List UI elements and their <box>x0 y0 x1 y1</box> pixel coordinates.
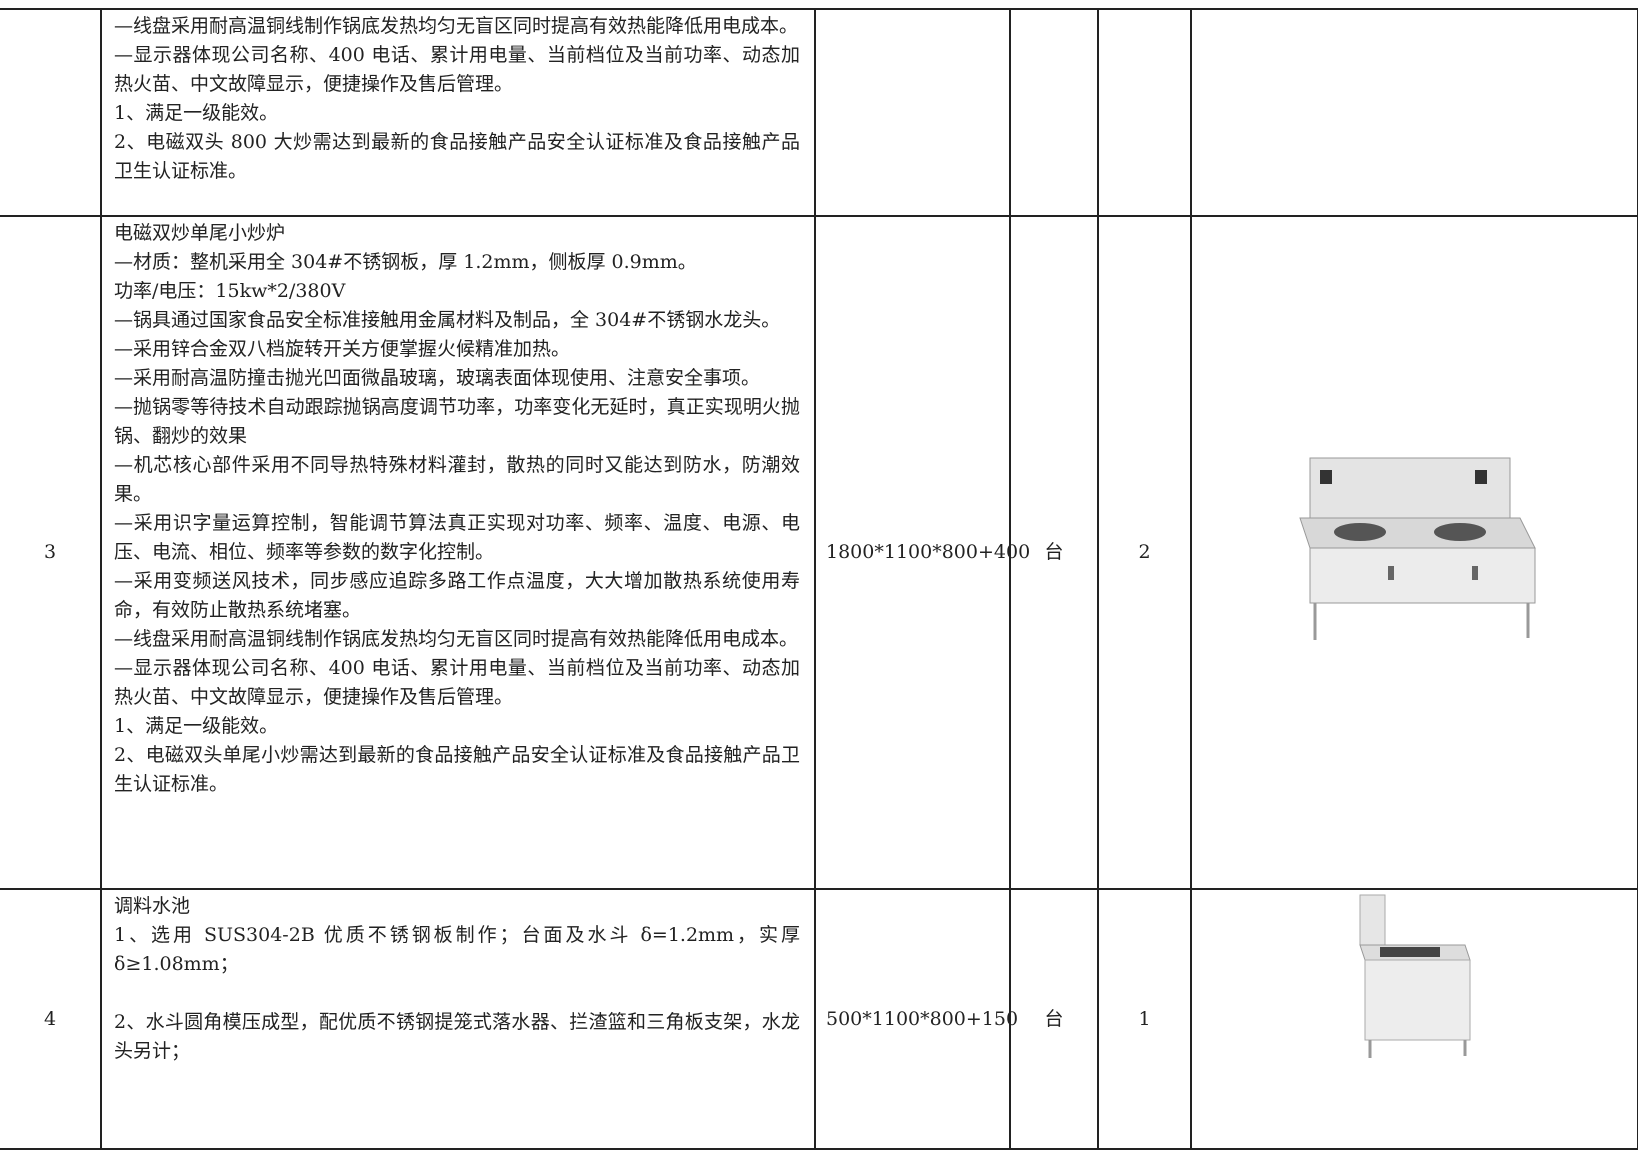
item-number <box>0 8 102 217</box>
description-line: —机芯核心部件采用不同导热特殊材料灌封，散热的同时又能达到防水，防潮效果。 <box>114 454 800 505</box>
description-line: 2、电磁双头 800 大炒需达到最新的食品接触产品安全认证标准及食品接触产品卫生… <box>114 131 800 182</box>
size <box>814 8 1011 217</box>
description-line: 功率/电压：15kw*2/380V <box>114 280 346 302</box>
unit <box>1009 8 1099 217</box>
table-row: 3 电磁双炒单尾小炒炉 —材质：整机采用全 304#不锈钢板，厚 1.2mm，侧板厚… <box>0 215 1638 890</box>
description: 电磁双炒单尾小炒炉 —材质：整机采用全 304#不锈钢板，厚 1.2mm，侧板厚 … <box>100 215 816 890</box>
item-number: 3 <box>0 215 102 890</box>
image-cell <box>1190 8 1638 217</box>
unit: 台 <box>1009 888 1099 1150</box>
description-line: 2、水斗圆角模压成型，配优质不锈钢提笼式落水器、拦渣篮和三角板支架，水龙头另计； <box>114 1011 800 1062</box>
description-line: —采用识字量运算控制，智能调节算法真正实现对功率、频率、温度、电源、电压、电流、… <box>114 512 800 563</box>
description-line: —显示器体现公司名称、400 电话、累计用电量、当前档位及当前功率、动态加热火苗… <box>114 44 800 95</box>
image-cell <box>1190 888 1638 1150</box>
description: —线盘采用耐高温铜线制作锅底发热均匀无盲区同时提高有效热能降低用电成本。 —显示器… <box>100 8 816 217</box>
page: —线盘采用耐高温铜线制作锅底发热均匀无盲区同时提高有效热能降低用电成本。 —显示器… <box>0 8 1638 1150</box>
size: 500*1100*800+150 <box>814 888 1018 1150</box>
qty <box>1097 8 1192 217</box>
equipment-table: —线盘采用耐高温铜线制作锅底发热均匀无盲区同时提高有效热能降低用电成本。 —显示器… <box>0 8 1638 1150</box>
description-line: 1、满足一级能效。 <box>114 102 279 124</box>
qty: 1 <box>1097 888 1192 1150</box>
description-line: —线盘采用耐高温铜线制作锅底发热均匀无盲区同时提高有效热能降低用电成本。 <box>114 628 799 650</box>
table-row: —线盘采用耐高温铜线制作锅底发热均匀无盲区同时提高有效热能降低用电成本。 —显示器… <box>0 8 1638 217</box>
description-line: 电磁双炒单尾小炒炉 <box>114 222 286 244</box>
size: 1800*1100*800+400 <box>814 215 1030 890</box>
sink-image <box>1358 894 1471 1058</box>
description-line: —抛锅零等待技术自动跟踪抛锅高度调节功率，功率变化无延时，真正实现明火抛锅、翻炒… <box>114 396 800 447</box>
description-line: —锅具通过国家食品安全标准接触用金属材料及制品，全 304#不锈钢水龙头。 <box>114 309 781 331</box>
description-line: —显示器体现公司名称、400 电话、累计用电量、当前档位及当前功率、动态加热火苗… <box>114 657 800 708</box>
image-cell <box>1190 215 1638 890</box>
description-line: 调料水池 <box>114 895 191 917</box>
description-line: —材质：整机采用全 304#不锈钢板，厚 1.2mm，侧板厚 0.9mm。 <box>114 251 697 273</box>
description: 调料水池 1、选用 SUS304-2B 优质不锈钢板制作；台面及水斗 δ=1.2m… <box>100 888 816 1150</box>
table-row: 4 调料水池 1、选用 SUS304-2B 优质不锈钢板制作；台面及水斗 δ=1.2… <box>0 888 1638 1150</box>
stove-image <box>1298 457 1536 640</box>
description-line: 1、满足一级能效。 <box>114 715 279 737</box>
unit: 台 <box>1009 215 1099 890</box>
description-line: —采用锌合金双八档旋转开关方便掌握火候精准加热。 <box>114 338 571 360</box>
qty: 2 <box>1097 215 1192 890</box>
item-number: 4 <box>0 888 102 1150</box>
description-line: 1、选用 SUS304-2B 优质不锈钢板制作；台面及水斗 δ=1.2mm，实厚… <box>114 924 800 975</box>
description-line: —线盘采用耐高温铜线制作锅底发热均匀无盲区同时提高有效热能降低用电成本。 <box>114 15 799 37</box>
description-line: —采用变频送风技术，同步感应追踪多路工作点温度，大大增加散热系统使用寿命，有效防… <box>114 570 800 621</box>
description-line: 2、电磁双头单尾小炒需达到最新的食品接触产品安全认证标准及食品接触产品卫生认证标… <box>114 744 800 795</box>
description-line: —采用耐高温防撞击抛光凹面微晶玻璃，玻璃表面体现使用、注意安全事项。 <box>114 367 761 389</box>
